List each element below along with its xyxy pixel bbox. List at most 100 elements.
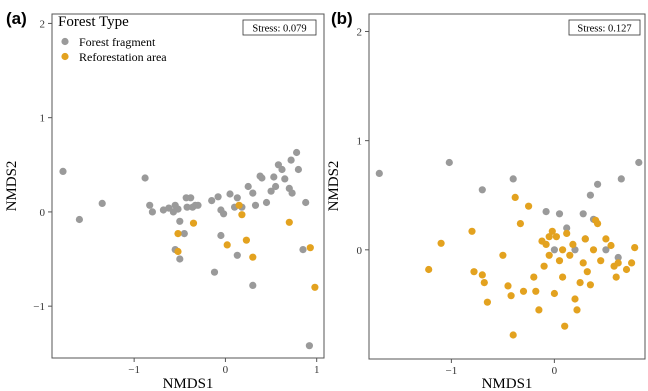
panel-b-point-reforestation-area	[532, 287, 540, 295]
panel-b-point-forest-fragment	[550, 246, 559, 254]
panel-a-point-forest-fragment	[251, 201, 260, 209]
panel-b-point-forest-fragment	[445, 158, 453, 167]
panel-a-ticks: −1 0 1 −1 0 1 2	[33, 18, 319, 376]
panel-b-point-reforestation-area	[607, 241, 615, 250]
panel-b-point-reforestation-area	[566, 251, 574, 259]
legend: Forest Type Forest fragment Reforestatio…	[58, 14, 167, 64]
panel-a-point-forest-fragment	[267, 187, 275, 195]
legend-marker-forest-fragment	[61, 37, 69, 46]
panel-a-stress-value: 0.079	[283, 24, 307, 35]
panel-b-y-axis-label: NMDS2	[326, 161, 342, 212]
panel-b-point-reforestation-area	[530, 273, 538, 281]
panel-b-point-reforestation-area	[602, 235, 610, 243]
panel-b-point-reforestation-area	[519, 287, 528, 295]
panel-b-y-tick-label: 0	[357, 245, 363, 257]
panel-a-point-forest-fragment	[281, 175, 289, 183]
panel-b-point-reforestation-area	[509, 331, 517, 339]
panel-b: (b) −1 0 0 1 2 Stress: 0.127 NMDS1 NMDS2	[326, 9, 646, 391]
panel-a-point-forest-fragment	[146, 201, 154, 209]
panel-b-point-reforestation-area	[589, 246, 598, 254]
panel-b-point-reforestation-area	[583, 268, 591, 276]
panel-a-point-forest-fragment	[210, 268, 219, 276]
panel-b-point-reforestation-area	[559, 246, 567, 254]
panel-a-point-forest-fragment	[299, 246, 307, 254]
panel-a-point-reforestation-area	[242, 236, 250, 244]
panel-b-point-reforestation-area	[597, 257, 605, 265]
panel-a-point-reforestation-area	[174, 247, 182, 256]
panel-b-x-axis-label: NMDS1	[482, 376, 533, 391]
panel-a-point-forest-fragment	[226, 190, 234, 198]
panel-a-y-tick-label: 2	[40, 18, 46, 30]
panel-a-point-forest-fragment	[214, 193, 222, 201]
panel-a-point-forest-fragment	[75, 215, 83, 224]
panel-b-point-forest-fragment	[555, 210, 564, 218]
panel-a-point-forest-fragment	[244, 182, 252, 191]
panel-b-point-forest-fragment	[563, 224, 571, 232]
panel-b-point-forest-fragment	[617, 175, 625, 183]
panel-a-point-forest-fragment	[305, 342, 313, 350]
panel-a-point-forest-fragment	[272, 182, 280, 191]
panel-a-point-reforestation-area	[311, 283, 319, 291]
panel-b-point-reforestation-area	[548, 227, 556, 235]
panel-a-point-forest-fragment	[98, 199, 106, 207]
panel-a-y-tick-label: −1	[33, 301, 45, 313]
panel-a-point-forest-fragment	[180, 230, 188, 238]
panel-b-point-forest-fragment	[478, 186, 486, 194]
panel-b-stress-value: 0.127	[608, 24, 632, 35]
panel-a-point-forest-fragment	[293, 148, 301, 157]
panel-b-point-forest-fragment	[594, 180, 602, 188]
panel-a-point-forest-fragment	[217, 231, 225, 240]
panel-a-point-reforestation-area	[285, 218, 293, 226]
panel-a-point-forest-fragment	[141, 174, 149, 182]
panel-b-point-reforestation-area	[468, 227, 476, 235]
panel-b-point-forest-fragment	[586, 191, 595, 199]
panel-b-x-tick-label: 0	[552, 365, 558, 377]
panel-b-stress-label: Stress:	[577, 24, 605, 35]
panel-b-point-forest-fragment	[602, 246, 610, 254]
panel-a-point-forest-fragment	[287, 156, 295, 164]
panel-b-point-reforestation-area	[561, 322, 569, 330]
panel-a-x-tick-label: −1	[128, 364, 140, 376]
panel-b-point-reforestation-area	[569, 240, 577, 248]
panel-b-point-reforestation-area	[628, 259, 636, 267]
panel-b-point-reforestation-area	[511, 193, 519, 201]
panel-a-point-forest-fragment	[148, 208, 156, 216]
panel-b-ticks: −1 0 0 1 2	[357, 26, 558, 377]
panel-a-point-forest-fragment	[194, 201, 202, 209]
panel-b-point-reforestation-area	[478, 271, 486, 279]
panel-a-point-forest-fragment	[294, 165, 302, 174]
panel-a-point-forest-fragment	[262, 198, 271, 207]
panel-b-point-forest-fragment	[571, 246, 579, 254]
panel-a-plot-frame	[51, 13, 325, 359]
panel-a-x-tick-label: 0	[223, 364, 229, 376]
panel-b-point-reforestation-area	[538, 237, 546, 245]
panel-a-point-forest-fragment	[278, 165, 286, 174]
panel-b-point-reforestation-area	[545, 233, 553, 241]
panel-b-point-reforestation-area	[612, 273, 620, 281]
panel-b-point-forest-fragment	[579, 210, 587, 218]
panel-a-point-forest-fragment	[208, 197, 216, 205]
panel-b-point-forest-fragment	[542, 208, 550, 216]
panel-b-point-reforestation-area	[559, 273, 567, 281]
panel-b-point-reforestation-area	[516, 220, 525, 228]
panel-b-plot-frame	[368, 13, 646, 360]
panel-b-point-reforestation-area	[535, 306, 543, 314]
panel-b-point-forest-fragment	[614, 253, 622, 262]
panel-b-point-reforestation-area	[573, 306, 581, 314]
legend-marker-reforestation-area	[61, 52, 69, 61]
panel-a-point-forest-fragment	[233, 194, 241, 202]
panel-b-point-forest-fragment	[635, 158, 643, 167]
panel-b-point-reforestation-area	[563, 229, 571, 237]
panel-a-point-reforestation-area	[235, 201, 243, 209]
panel-a-stress-box: Stress: 0.079	[242, 19, 317, 36]
panel-b-point-reforestation-area	[504, 282, 512, 290]
panel-b-point-reforestation-area	[586, 281, 595, 289]
panel-a-stress-label: Stress:	[252, 24, 280, 35]
panel-b-point-reforestation-area	[555, 257, 564, 265]
panel-a-point-reforestation-area	[249, 253, 257, 261]
panel-a-point-forest-fragment	[249, 189, 257, 197]
panel-b-point-reforestation-area	[579, 259, 587, 267]
panel-a-y-tick-label: 0	[40, 207, 46, 219]
panel-b-point-reforestation-area	[470, 268, 478, 276]
panel-a-point-forest-fragment	[249, 281, 257, 289]
